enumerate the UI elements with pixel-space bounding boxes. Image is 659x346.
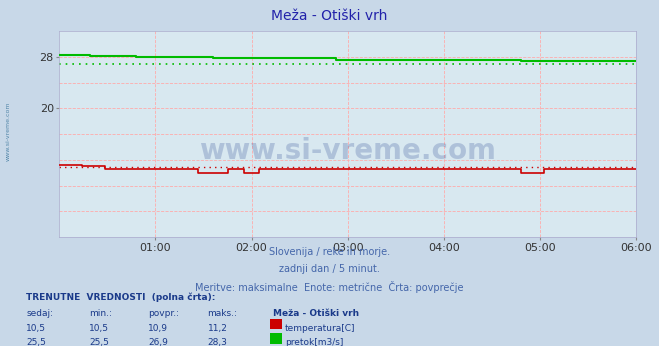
Text: 25,5: 25,5 [89, 338, 109, 346]
Text: Slovenija / reke in morje.: Slovenija / reke in morje. [269, 247, 390, 257]
Text: 10,9: 10,9 [148, 324, 168, 333]
Text: sedaj:: sedaj: [26, 309, 53, 318]
Text: Meža - Otiški vrh: Meža - Otiški vrh [272, 9, 387, 22]
Text: 10,5: 10,5 [26, 324, 46, 333]
Text: povpr.:: povpr.: [148, 309, 179, 318]
Text: 25,5: 25,5 [26, 338, 46, 346]
Text: temperatura[C]: temperatura[C] [285, 324, 355, 333]
Text: Meža - Otiški vrh: Meža - Otiški vrh [273, 309, 360, 318]
Text: min.:: min.: [89, 309, 112, 318]
Text: 11,2: 11,2 [208, 324, 227, 333]
Text: 10,5: 10,5 [89, 324, 109, 333]
Text: 28,3: 28,3 [208, 338, 227, 346]
Text: zadnji dan / 5 minut.: zadnji dan / 5 minut. [279, 264, 380, 274]
Text: pretok[m3/s]: pretok[m3/s] [285, 338, 343, 346]
Text: 26,9: 26,9 [148, 338, 168, 346]
Text: Meritve: maksimalne  Enote: metrične  Črta: povprečje: Meritve: maksimalne Enote: metrične Črta… [195, 281, 464, 293]
Text: TRENUTNE  VREDNOSTI  (polna črta):: TRENUTNE VREDNOSTI (polna črta): [26, 292, 215, 302]
Text: maks.:: maks.: [208, 309, 237, 318]
Text: www.si-vreme.com: www.si-vreme.com [199, 137, 496, 165]
Text: www.si-vreme.com: www.si-vreme.com [6, 102, 11, 161]
